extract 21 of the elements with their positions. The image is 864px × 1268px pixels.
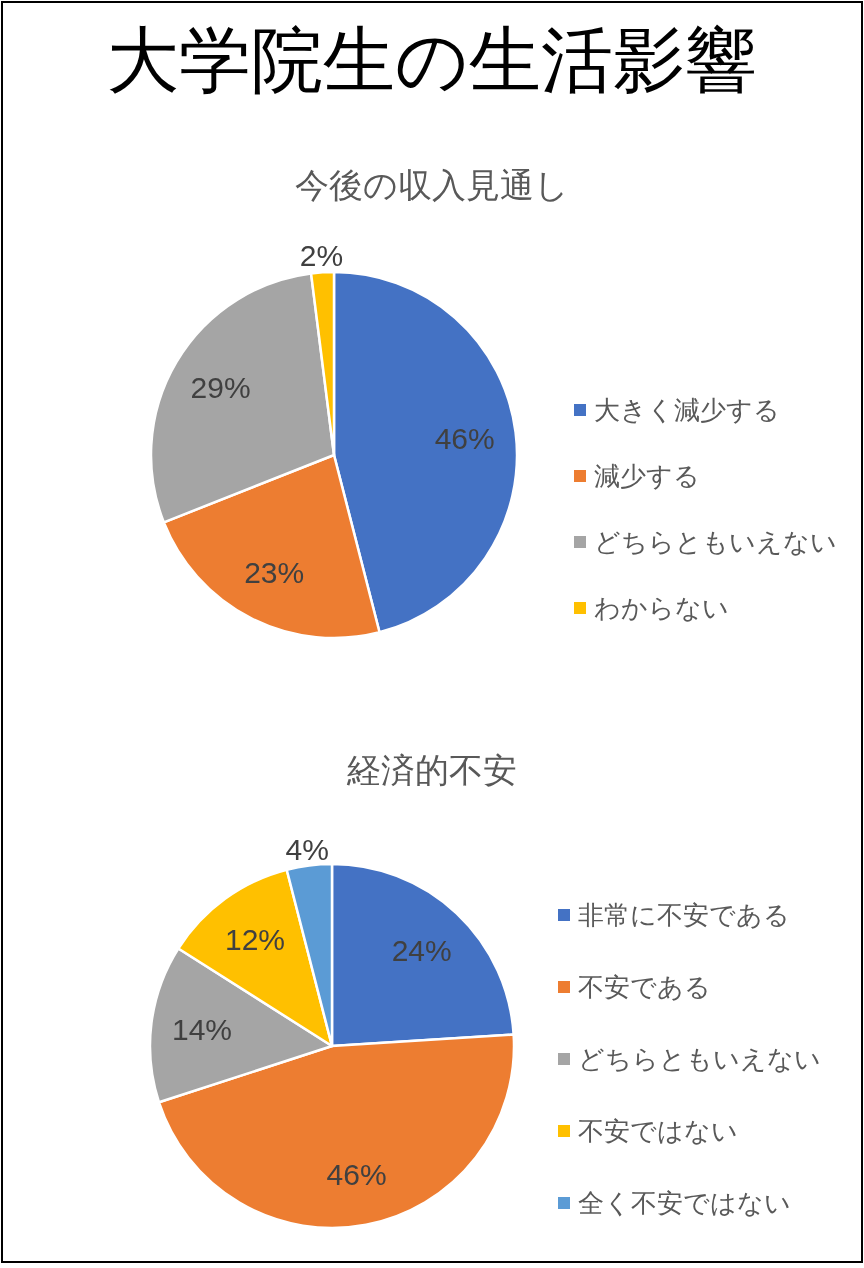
data-label: 23% <box>244 555 305 589</box>
legend-label: 全く不安ではない <box>578 1188 791 1218</box>
data-label: 4% <box>285 832 329 866</box>
data-label: 12% <box>224 923 285 957</box>
data-label: 46% <box>434 421 495 455</box>
data-label: 46% <box>326 1158 387 1192</box>
legend-label: 不安ではない <box>578 1116 738 1146</box>
chart-subtitle: 今後の収入見通し <box>295 166 569 204</box>
legend-label: 不安である <box>578 972 711 1002</box>
legend-label: 非常に不安である <box>578 900 790 930</box>
legend-label: わからない <box>594 593 729 623</box>
legend-label: 大きく減少する <box>594 395 780 425</box>
data-label: 14% <box>171 1013 233 1047</box>
chart-title: 大学院生の生活影響 <box>107 20 757 100</box>
data-label: 24% <box>391 933 452 967</box>
chart-title: 経済的不安 <box>346 751 517 789</box>
legend-label: どちらともいえない <box>594 527 837 557</box>
legend-label: 減少する <box>594 461 700 491</box>
data-label: 2% <box>299 239 344 273</box>
legend-label: どちらともいえない <box>578 1044 821 1074</box>
data-label: 29% <box>190 371 251 405</box>
